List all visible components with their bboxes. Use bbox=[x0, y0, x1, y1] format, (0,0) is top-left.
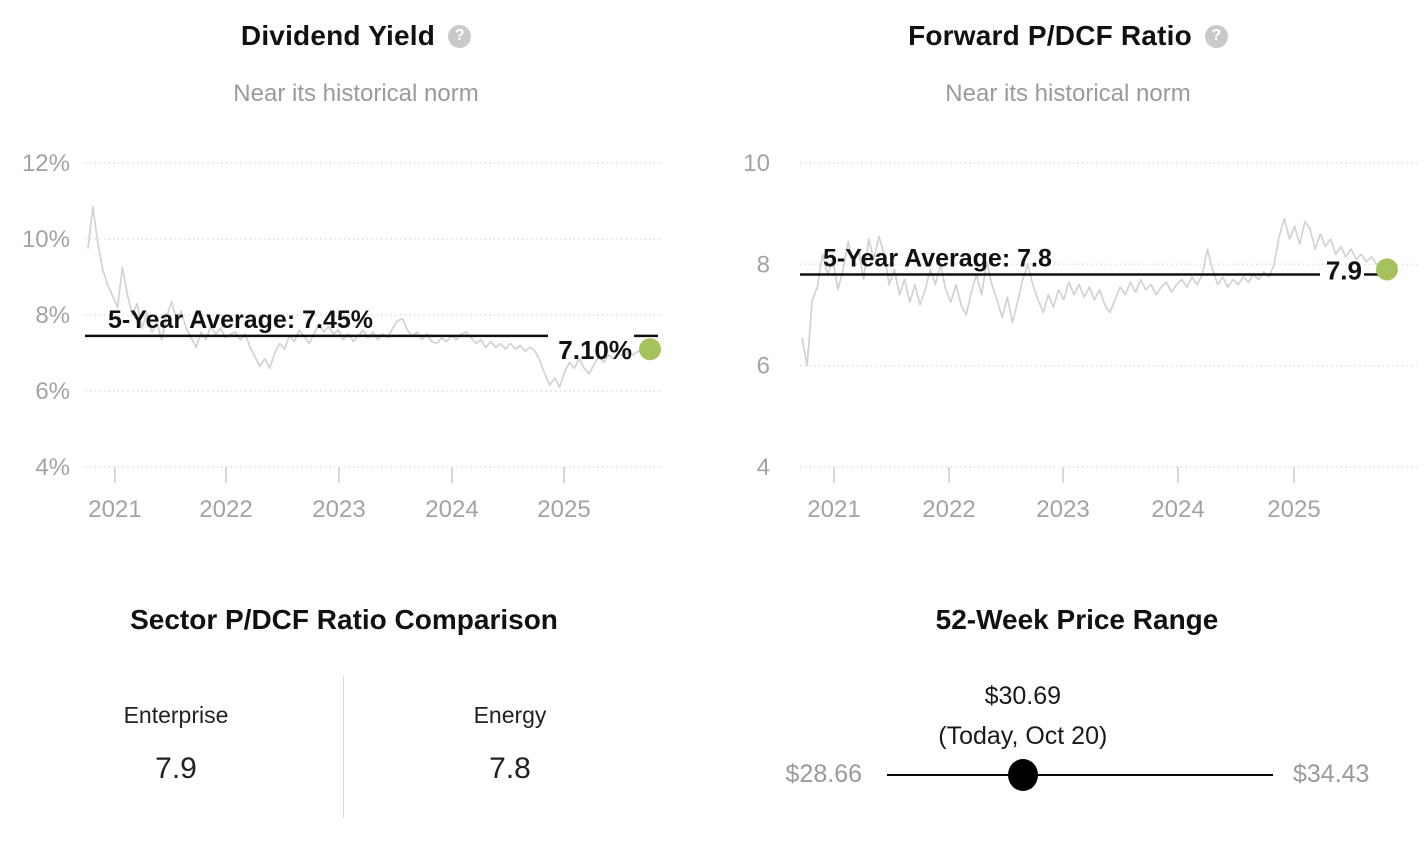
average-label: 5-Year Average: 7.8 bbox=[823, 244, 1052, 272]
y-axis-tick-label: 8 bbox=[757, 251, 770, 278]
average-label: 5-Year Average: 7.45% bbox=[108, 306, 373, 334]
x-axis-tick-label: 2024 bbox=[425, 496, 478, 523]
y-axis-tick-label: 8% bbox=[35, 302, 70, 329]
current-value-label: 7.10% bbox=[558, 335, 632, 365]
column-divider bbox=[343, 676, 344, 818]
sector-item-value: 7.9 bbox=[155, 752, 197, 785]
x-axis-tick-label: 2023 bbox=[1036, 496, 1089, 523]
price-range-marker bbox=[1007, 759, 1038, 791]
y-axis-tick-label: 12% bbox=[22, 150, 70, 177]
pdcf-ratio-header: Forward P/DCF Ratio ? bbox=[712, 20, 1424, 52]
sector-item-value: 7.8 bbox=[489, 752, 531, 785]
price-current-date-label: (Today, Oct 20) bbox=[938, 722, 1108, 750]
dividend-yield-title: Dividend Yield bbox=[240, 20, 436, 51]
price-range-track bbox=[887, 774, 1273, 776]
pdcf-ratio-chart: 10 8 6 4 2021 2022 2023 2024 2025 5-Year Average:… bbox=[743, 150, 1420, 523]
price-range-max: $34.43 bbox=[1293, 760, 1370, 788]
y-axis-tick-label: 6% bbox=[35, 378, 70, 405]
current-value-dot bbox=[639, 338, 661, 361]
y-axis-tick-label: 10% bbox=[22, 226, 70, 253]
help-icon[interactable]: ? bbox=[448, 24, 472, 48]
current-value-label: 7.9 bbox=[1326, 255, 1362, 285]
pdcf-ratio-subtitle: Near its historical norm bbox=[945, 80, 1191, 107]
x-axis-tick-label: 2021 bbox=[807, 496, 860, 523]
price-current-label: $30.69 bbox=[984, 682, 1062, 710]
help-icon[interactable]: ? bbox=[1204, 24, 1228, 48]
price-range-title: 52-Week Price Range bbox=[935, 604, 1219, 635]
y-axis-tick-label: 4 bbox=[757, 454, 770, 481]
dividend-yield-subtitle: Near its historical norm bbox=[233, 80, 479, 107]
x-axis-tick-label: 2024 bbox=[1151, 496, 1204, 523]
sector-comparison-title: Sector P/DCF Ratio Comparison bbox=[130, 604, 558, 635]
price-range-min: $28.66 bbox=[785, 760, 862, 788]
y-axis-tick-label: 10 bbox=[743, 150, 770, 177]
x-axis-tick-label: 2023 bbox=[312, 496, 365, 523]
x-axis-tick-label: 2022 bbox=[199, 496, 252, 523]
x-axis-tick-label: 2025 bbox=[537, 496, 590, 523]
dividend-yield-chart: 12% 10% 8% 6% 4% 2021 2022 2023 2024 2025 5-Year A… bbox=[22, 150, 661, 523]
x-axis-tick-label: 2021 bbox=[88, 496, 141, 523]
series-line bbox=[87, 205, 649, 389]
x-axis-tick-label: 2025 bbox=[1267, 496, 1320, 523]
sector-item-label: Enterprise bbox=[123, 702, 229, 728]
x-axis-tick-label: 2022 bbox=[922, 496, 975, 523]
dividend-yield-header: Dividend Yield ? bbox=[0, 20, 712, 52]
series-line bbox=[801, 217, 1388, 367]
y-axis-tick-label: 6 bbox=[757, 353, 770, 380]
y-axis-tick-label: 4% bbox=[35, 454, 70, 481]
pdcf-ratio-title: Forward P/DCF Ratio bbox=[908, 20, 1192, 51]
sector-item-label: Energy bbox=[473, 702, 547, 728]
current-value-dot bbox=[1376, 258, 1398, 281]
